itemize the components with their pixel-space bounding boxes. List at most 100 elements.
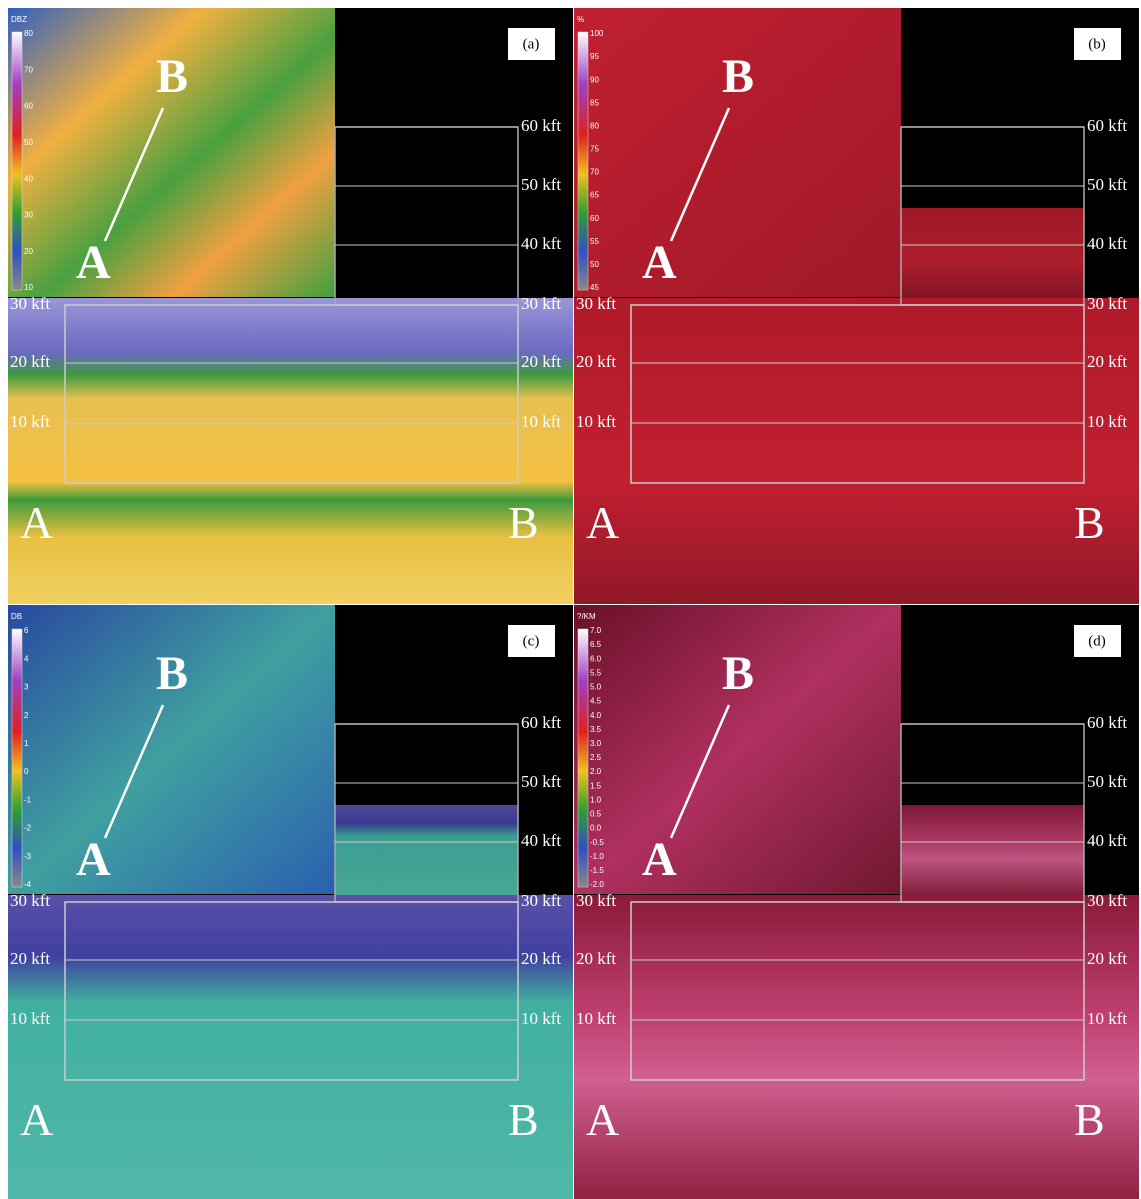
altitude-label: 20 kft <box>521 352 561 371</box>
colorbar-label: 2.5 <box>590 753 602 762</box>
colorbar-title: % <box>577 15 584 24</box>
colorbar <box>12 629 22 887</box>
colorbar-label: 40 <box>24 174 33 183</box>
colorbar-label: -0.5 <box>590 838 604 847</box>
section-label-b: B <box>1074 1094 1105 1145</box>
colorbar-label: 60 <box>590 214 599 223</box>
colorbar-label: 1 <box>24 739 29 748</box>
colorbar-label: -3 <box>24 852 32 861</box>
colorbar-label: 4.5 <box>590 697 602 706</box>
colorbar-label: -2 <box>24 824 32 833</box>
colorbar-label: 10 <box>24 283 33 292</box>
colorbar-label: 60 <box>24 102 33 111</box>
altitude-label: 60 kft <box>1087 713 1127 732</box>
panel-label: (c) <box>523 633 540 649</box>
colorbar-label: 7.0 <box>590 626 602 635</box>
altitude-label: 30 kft <box>1087 891 1127 910</box>
colorbar-label: 70 <box>24 65 33 74</box>
colorbar-label: 2.0 <box>590 767 602 776</box>
cross-section <box>574 895 1139 1199</box>
colorbar-title: ?/KM <box>577 612 596 621</box>
colorbar-label: 50 <box>24 138 33 147</box>
altitude-label: 60 kft <box>521 116 561 135</box>
altitude-label: 10 kft <box>521 412 561 431</box>
colorbar-label: 6 <box>24 626 29 635</box>
section-label-b: B <box>1074 497 1105 548</box>
colorbar-label: 30 <box>24 211 33 220</box>
map-label-a: A <box>642 236 677 289</box>
altitude-label: 30 kft <box>576 891 616 910</box>
colorbar-title: DBZ <box>11 15 27 24</box>
colorbar-label: 1.0 <box>590 795 602 804</box>
altitude-label: 10 kft <box>521 1009 561 1028</box>
cross-section <box>8 298 573 604</box>
cross-section <box>8 895 573 1199</box>
colorbar-label: 20 <box>24 247 33 256</box>
map-label-a: A <box>642 833 677 886</box>
colorbar-label: -1.5 <box>590 866 604 875</box>
section-label-a: A <box>20 497 53 548</box>
altitude-label: 10 kft <box>10 1009 50 1028</box>
panel-label: (d) <box>1088 633 1106 649</box>
altitude-label: 50 kft <box>521 772 561 791</box>
altitude-label: 10 kft <box>1087 412 1127 431</box>
colorbar-label: 100 <box>590 29 604 38</box>
altitude-label: 30 kft <box>576 294 616 313</box>
colorbar-label: 2 <box>24 711 29 720</box>
panel: DBZ 80 70 60 50 40 30 20 10 A B 60 kft 50 kft 40 kft 3… <box>8 8 573 604</box>
cross-section <box>574 298 1139 604</box>
altitude-label: 10 kft <box>10 412 50 431</box>
altitude-label: 40 kft <box>521 234 561 253</box>
panel: ?/KM7.06.56.05.55.04.54.03.53.02.52.01.5… <box>574 605 1139 1199</box>
altitude-label: 50 kft <box>1087 772 1127 791</box>
colorbar <box>578 32 588 290</box>
section-label-a: A <box>20 1094 53 1145</box>
colorbar-label: 0.0 <box>590 824 602 833</box>
colorbar-label: 95 <box>590 52 599 61</box>
colorbar-label: 50 <box>590 260 599 269</box>
colorbar-label: 5.5 <box>590 668 602 677</box>
figure: DBZ8070605040302010AB60 kft50 kft40 kft3… <box>0 0 1141 1199</box>
map-label-a: A <box>76 236 111 289</box>
colorbar-label: 5.0 <box>590 683 602 692</box>
colorbar-label: 55 <box>590 237 599 246</box>
altitude-label: 10 kft <box>576 1009 616 1028</box>
colorbar-label: 4.0 <box>590 711 602 720</box>
colorbar-label: 80 <box>24 29 33 38</box>
altitude-label: 20 kft <box>10 949 50 968</box>
altitude-label: 30 kft <box>521 891 561 910</box>
panel: %1009590858075706560555045AB60 kft50 kft… <box>574 8 1139 604</box>
altitude-label: 60 kft <box>521 713 561 732</box>
altitude-label: 30 kft <box>10 294 50 313</box>
colorbar-label: 1.5 <box>590 781 602 790</box>
upper-volume <box>901 208 1084 298</box>
colorbar-label: 90 <box>590 75 599 84</box>
colorbar-label: 75 <box>590 145 599 154</box>
section-label-a: A <box>586 1094 619 1145</box>
colorbar-label: -1.0 <box>590 852 604 861</box>
altitude-label: 50 kft <box>1087 175 1127 194</box>
colorbar-label: -4 <box>24 880 32 889</box>
colorbar-label: 3.5 <box>590 725 602 734</box>
colorbar-label: 4 <box>24 654 29 663</box>
altitude-label: 50 kft <box>521 175 561 194</box>
altitude-label: 20 kft <box>10 352 50 371</box>
altitude-label: 20 kft <box>576 949 616 968</box>
colorbar-label: -2.0 <box>590 880 604 889</box>
panel-label: (a) <box>523 36 540 52</box>
section-label-b: B <box>508 1094 539 1145</box>
altitude-label: 20 kft <box>521 949 561 968</box>
colorbar-label: 85 <box>590 98 599 107</box>
colorbar-label: 0.5 <box>590 810 602 819</box>
map-label-a: A <box>76 833 111 886</box>
altitude-label: 20 kft <box>1087 352 1127 371</box>
map-label-b: B <box>156 647 188 700</box>
altitude-label: 10 kft <box>576 412 616 431</box>
panel: DB643210-1-2-3-4AB60 kft50 kft40 kft30 k… <box>8 605 573 1199</box>
upper-volume <box>335 805 518 895</box>
altitude-label: 60 kft <box>1087 116 1127 135</box>
map-label-b: B <box>156 50 188 103</box>
panel-label: (b) <box>1088 36 1106 52</box>
colorbar <box>12 32 22 290</box>
upper-volume <box>901 805 1084 895</box>
